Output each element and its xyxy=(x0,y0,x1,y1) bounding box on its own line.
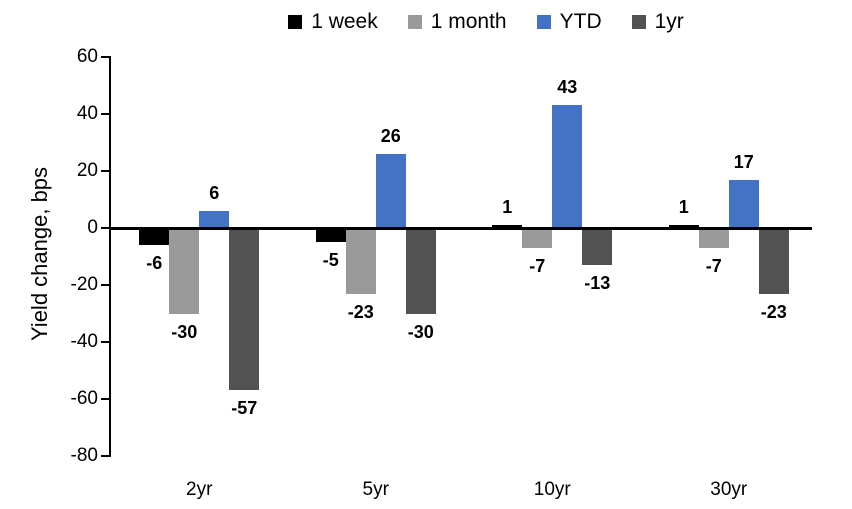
bar-ytd-10yr xyxy=(552,105,583,228)
bar-1yr-30yr xyxy=(758,228,789,294)
data-label: 6 xyxy=(209,182,220,203)
bar-1-month-2yr xyxy=(169,228,200,314)
y-axis-tick-label: 0 xyxy=(87,217,98,238)
bar-1yr-5yr xyxy=(405,228,436,314)
y-axis-tick-label: -60 xyxy=(70,388,98,409)
y-axis-tick xyxy=(101,398,111,400)
chart-legend: 1 week 1 month YTD 1yr xyxy=(120,8,852,36)
y-axis-tick-label: 40 xyxy=(76,103,98,124)
bar-ytd-2yr xyxy=(199,210,230,228)
legend-item-1-month: 1 month xyxy=(407,8,507,36)
legend-item-1-week: 1 week xyxy=(288,8,378,36)
legend-item-ytd: YTD xyxy=(536,8,602,36)
bar-1yr-10yr xyxy=(582,228,613,266)
bar-1-week-2yr xyxy=(139,228,170,246)
y-axis-tick xyxy=(101,341,111,343)
y-axis-tick-label: 60 xyxy=(76,46,98,67)
data-label: -23 xyxy=(760,301,787,322)
y-axis-tick-label: -40 xyxy=(70,331,98,352)
legend-label: 1 month xyxy=(430,10,507,33)
bar-1-month-5yr xyxy=(345,228,376,294)
legend-item-1yr: 1yr xyxy=(631,8,684,36)
data-label: -30 xyxy=(407,321,434,342)
zero-baseline xyxy=(111,226,812,230)
legend-label: 1 week xyxy=(311,10,378,33)
data-label: -7 xyxy=(529,255,546,276)
bar-1-week-5yr xyxy=(315,228,346,243)
bar-1-month-10yr xyxy=(522,228,553,248)
y-axis-tick-label: -20 xyxy=(70,274,98,295)
legend-marker-1yr-icon xyxy=(631,15,646,29)
y-axis-tick xyxy=(101,227,111,229)
data-label: -30 xyxy=(171,321,198,342)
data-label: -6 xyxy=(146,253,163,274)
x-axis-label: 5yr xyxy=(362,479,389,500)
data-label: -5 xyxy=(322,250,339,271)
y-axis-line xyxy=(109,57,111,457)
bar-ytd-5yr xyxy=(375,153,406,228)
y-axis-tick xyxy=(101,284,111,286)
data-label: 17 xyxy=(733,151,754,172)
bar-1-month-30yr xyxy=(698,228,729,248)
data-label: -57 xyxy=(231,398,258,419)
data-label: 26 xyxy=(380,125,401,146)
data-label: 1 xyxy=(502,197,513,218)
legend-marker-ytd-icon xyxy=(536,15,551,29)
y-axis-tick xyxy=(101,113,111,115)
y-axis-tick xyxy=(101,170,111,172)
data-label: -23 xyxy=(347,301,374,322)
y-axis-tick-label: -80 xyxy=(70,445,98,466)
x-axis-label: 10yr xyxy=(533,479,571,500)
bar-ytd-30yr xyxy=(728,179,759,228)
y-axis-tick xyxy=(101,56,111,58)
data-label: -13 xyxy=(584,273,611,294)
data-label: 43 xyxy=(557,77,578,98)
y-axis-tick-label: 20 xyxy=(76,160,98,181)
legend-marker-1-month-icon xyxy=(407,15,422,29)
y-axis-tick xyxy=(101,455,111,457)
legend-label: YTD xyxy=(559,10,602,33)
x-axis-label: 2yr xyxy=(186,479,213,500)
data-label: -7 xyxy=(705,255,722,276)
data-label: 1 xyxy=(678,197,689,218)
legend-label: 1yr xyxy=(654,10,684,33)
x-axis-label: 30yr xyxy=(710,479,748,500)
legend-marker-1-week-icon xyxy=(288,15,303,29)
bar-1yr-2yr xyxy=(229,228,260,391)
